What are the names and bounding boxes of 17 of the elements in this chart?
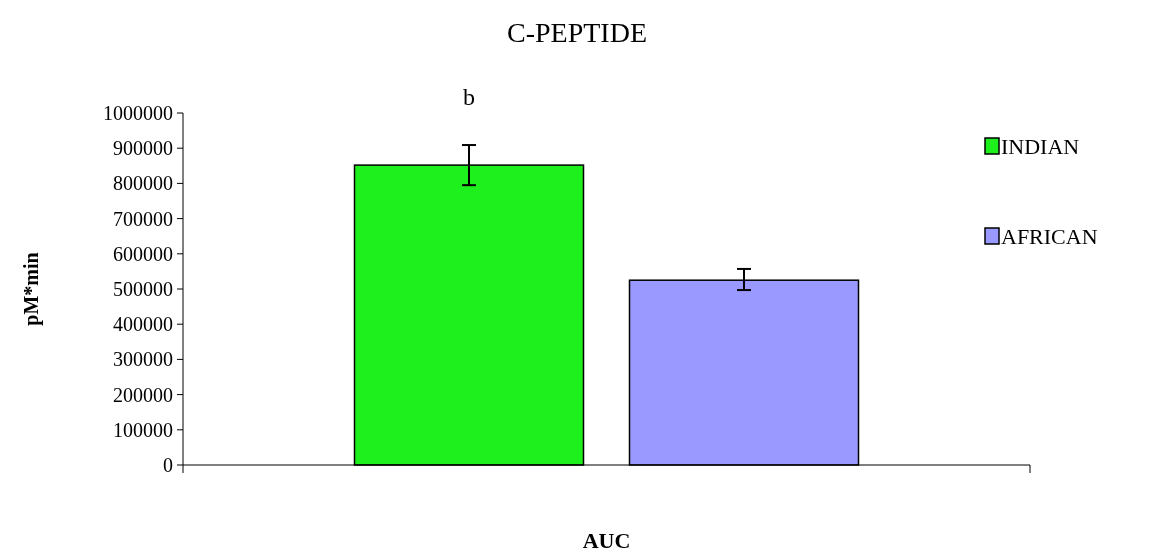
text: b (463, 84, 475, 111)
y-tick-label: 400000 (113, 313, 173, 336)
y-tick-label: 600000 (113, 242, 173, 265)
y-tick-label: 700000 (113, 207, 173, 230)
x-axis-title: AUC (582, 528, 631, 553)
legend-label: INDIAN (1001, 133, 1080, 159)
y-axis-title: pM*min (20, 252, 43, 326)
y-tick-label: 100000 (113, 418, 173, 441)
y-tick-label: 0 (163, 454, 173, 476)
chart-title: C-PEPTIDE (507, 17, 647, 48)
y-tick-label: 500000 (113, 278, 173, 300)
legend-label: AFRICAN (1001, 223, 1098, 249)
y-tick-label: 200000 (113, 383, 173, 406)
y-tick-label: 1000000 (103, 102, 173, 124)
y-tick-label: 300000 (113, 348, 173, 371)
y-tick-label: 800000 (113, 172, 173, 195)
y-tick-label: 900000 (113, 137, 173, 160)
